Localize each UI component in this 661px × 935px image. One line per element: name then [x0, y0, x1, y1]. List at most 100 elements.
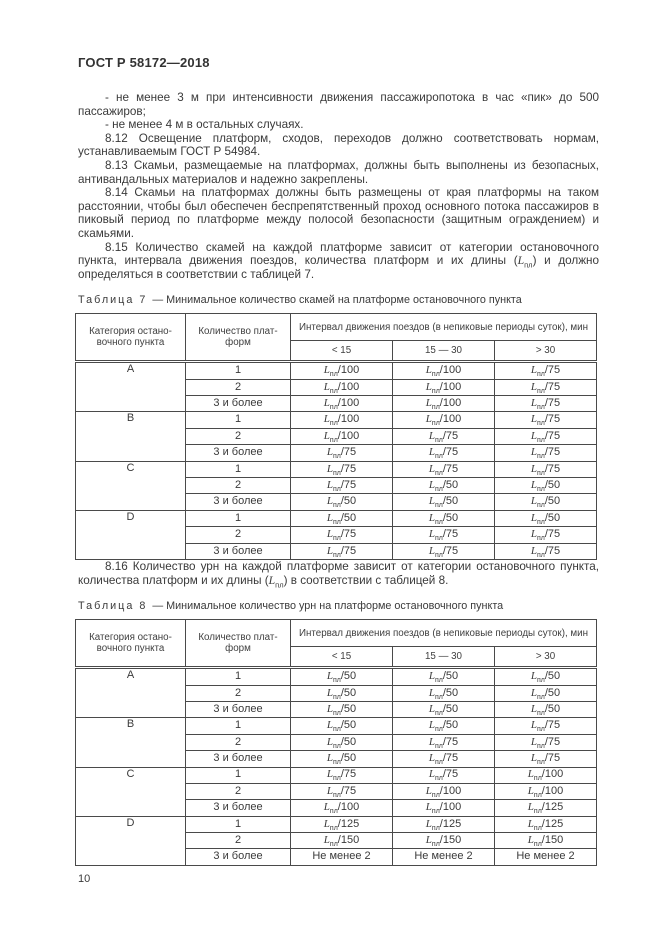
value-cell: Lпл/75 — [494, 460, 597, 479]
table-row: A 1 Lпл/100 Lпл/100 Lпл/75 — [75, 361, 597, 413]
paragraph-8-13: 8.13 Скамьи, размещаемые на платформах, … — [78, 158, 599, 186]
table-row: 2 Lпл/150 Lпл/150 Lпл/150 — [76, 832, 597, 850]
value-cell: Lпл/50 — [392, 717, 495, 735]
value-cell: Lпл/75 — [392, 526, 495, 544]
table7-caption: Таблица 7 — Минимальное количество скамей… — [78, 294, 599, 306]
table-7: Категория остано- вочного пункта Количес… — [75, 313, 597, 561]
value-cell: Lпл/100 — [290, 427, 393, 446]
value-cell: Lпл/75 — [494, 411, 597, 429]
column-header-platforms: Количество плат- форм — [185, 313, 291, 364]
value-cell: Lпл/100 — [494, 782, 597, 801]
platforms-cell: 1 — [185, 717, 291, 735]
table-row: 3 и более Не менее 2 Не менее 2 Не менее 2 — [76, 848, 597, 866]
value-cell: Lпл/75 — [290, 460, 393, 479]
body-text-block: - не менее 3 м при интенсивности движени… — [78, 91, 599, 281]
table-row: 2 Lпл/100 Lпл/100 Lпл/75 — [76, 378, 597, 397]
table8-caption-text: — Минимальное количество урн на платформ… — [152, 600, 504, 613]
value-cell: Lпл/50 — [290, 700, 393, 719]
column-header-lt15: < 15 — [290, 340, 393, 364]
table-row: 3 и более Lпл/50 Lпл/75 Lпл/75 — [76, 750, 597, 768]
value-cell: Lпл/50 — [290, 509, 393, 528]
value-cell: Lпл/75 — [290, 444, 393, 462]
value-cell: Не менее 2 — [392, 848, 495, 866]
value-cell: Lпл/75 — [392, 427, 495, 446]
table-row: 3 и более Lпл/50 Lпл/50 Lпл/50 — [76, 493, 597, 511]
value-cell: Lпл/75 — [494, 526, 597, 544]
platforms-cell: 3 и более — [185, 750, 291, 768]
value-cell: Lпл/50 — [290, 493, 393, 511]
table-row: 2 Lпл/75 Lпл/50 Lпл/50 — [76, 477, 597, 495]
platforms-cell: 1 — [185, 411, 291, 429]
table-row: 3 и более Lпл/75 Lпл/75 Lпл/75 — [76, 542, 597, 561]
platforms-cell: 1 — [185, 667, 291, 686]
value-cell: Lпл/100 — [392, 782, 495, 801]
value-cell: Lпл/50 — [392, 493, 495, 511]
value-cell: Lпл/50 — [494, 509, 597, 528]
value-cell: Lпл/100 — [290, 395, 393, 413]
platforms-cell: 3 и более — [185, 700, 291, 719]
value-cell: Lпл/100 — [290, 799, 393, 817]
table-row: 2 Lпл/75 Lпл/75 Lпл/75 — [76, 526, 597, 544]
platforms-cell: 1 — [185, 361, 291, 380]
table8-caption: Таблица 8 — Минимальное количество урн на… — [78, 600, 599, 612]
document-header: ГОСТ Р 58172—2018 — [78, 55, 210, 70]
column-header-gt30: > 30 — [494, 646, 597, 670]
value-cell: Lпл/75 — [392, 733, 495, 752]
value-cell: Lпл/100 — [290, 378, 393, 397]
column-header-platforms: Количество плат- форм — [185, 619, 291, 670]
value-cell: Lпл/50 — [392, 667, 495, 686]
column-header-15-30: 15 — 30 — [392, 646, 495, 670]
value-cell: Lпл/75 — [494, 427, 597, 446]
platforms-cell: 1 — [185, 460, 291, 479]
value-cell: Lпл/100 — [392, 361, 495, 380]
value-cell: Не менее 2 — [290, 848, 393, 866]
column-header-category: Категория остано- вочного пункта — [75, 619, 186, 670]
platforms-cell: 2 — [185, 782, 291, 801]
value-cell: Lпл/75 — [290, 766, 393, 784]
value-cell: Lпл/50 — [392, 684, 495, 702]
value-cell: Lпл/75 — [494, 542, 597, 561]
platforms-cell: 3 и более — [185, 799, 291, 817]
value-cell: Lпл/75 — [494, 361, 597, 380]
value-cell: Lпл/150 — [290, 832, 393, 850]
value-cell: Lпл/75 — [494, 444, 597, 462]
value-cell: Lпл/125 — [290, 815, 393, 834]
table-row: D 1 Lпл/125 Lпл/125 Lпл/125 — [75, 815, 597, 866]
value-cell: Lпл/75 — [494, 717, 597, 735]
paragraph-8-14: 8.14 Скамьи на платформах должны быть ра… — [78, 186, 599, 240]
value-cell: Lпл/75 — [392, 766, 495, 784]
platforms-cell: 2 — [185, 378, 291, 397]
table-row: A 1 Lпл/50 Lпл/50 Lпл/50 — [75, 667, 597, 719]
value-cell: Lпл/100 — [290, 411, 393, 429]
platforms-cell: 2 — [185, 684, 291, 702]
platforms-cell: 3 и более — [185, 848, 291, 866]
value-cell: Lпл/75 — [494, 378, 597, 397]
value-cell: Lпл/50 — [494, 493, 597, 511]
value-cell: Lпл/75 — [392, 750, 495, 768]
paragraph-8-16: 8.16 Количество урн на каждой платформе … — [78, 560, 599, 589]
table-8: Категория остано- вочного пункта Количес… — [75, 619, 597, 866]
value-cell: Lпл/75 — [290, 477, 393, 495]
value-cell: Lпл/75 — [494, 750, 597, 768]
value-cell: Lпл/50 — [392, 509, 495, 528]
table-row: C 1 Lпл/75 Lпл/75 Lпл/75 — [75, 460, 597, 511]
category-cell: B — [75, 411, 186, 462]
table-row: B 1 Lпл/100 Lпл/100 Lпл/75 — [75, 411, 597, 462]
value-cell: Lпл/50 — [392, 700, 495, 719]
value-cell: Lпл/50 — [290, 733, 393, 752]
category-cell: B — [75, 717, 186, 768]
column-header-gt30: > 30 — [494, 340, 597, 364]
value-cell: Lпл/50 — [290, 717, 393, 735]
value-cell: Lпл/50 — [494, 477, 597, 495]
value-cell: Lпл/75 — [392, 460, 495, 479]
value-cell: Lпл/100 — [392, 378, 495, 397]
table8-caption-label: Таблица 8 — [78, 600, 148, 613]
platforms-cell: 1 — [185, 815, 291, 834]
value-cell: Lпл/50 — [494, 684, 597, 702]
value-cell: Не менее 2 — [494, 848, 597, 866]
table-row: 3 и более Lпл/100 Lпл/100 Lпл/125 — [76, 799, 597, 817]
value-cell: Lпл/125 — [494, 799, 597, 817]
value-cell: Lпл/75 — [494, 395, 597, 413]
table7-caption-text: — Минимальное количество скамей на платф… — [152, 294, 522, 307]
value-cell: Lпл/100 — [392, 411, 495, 429]
